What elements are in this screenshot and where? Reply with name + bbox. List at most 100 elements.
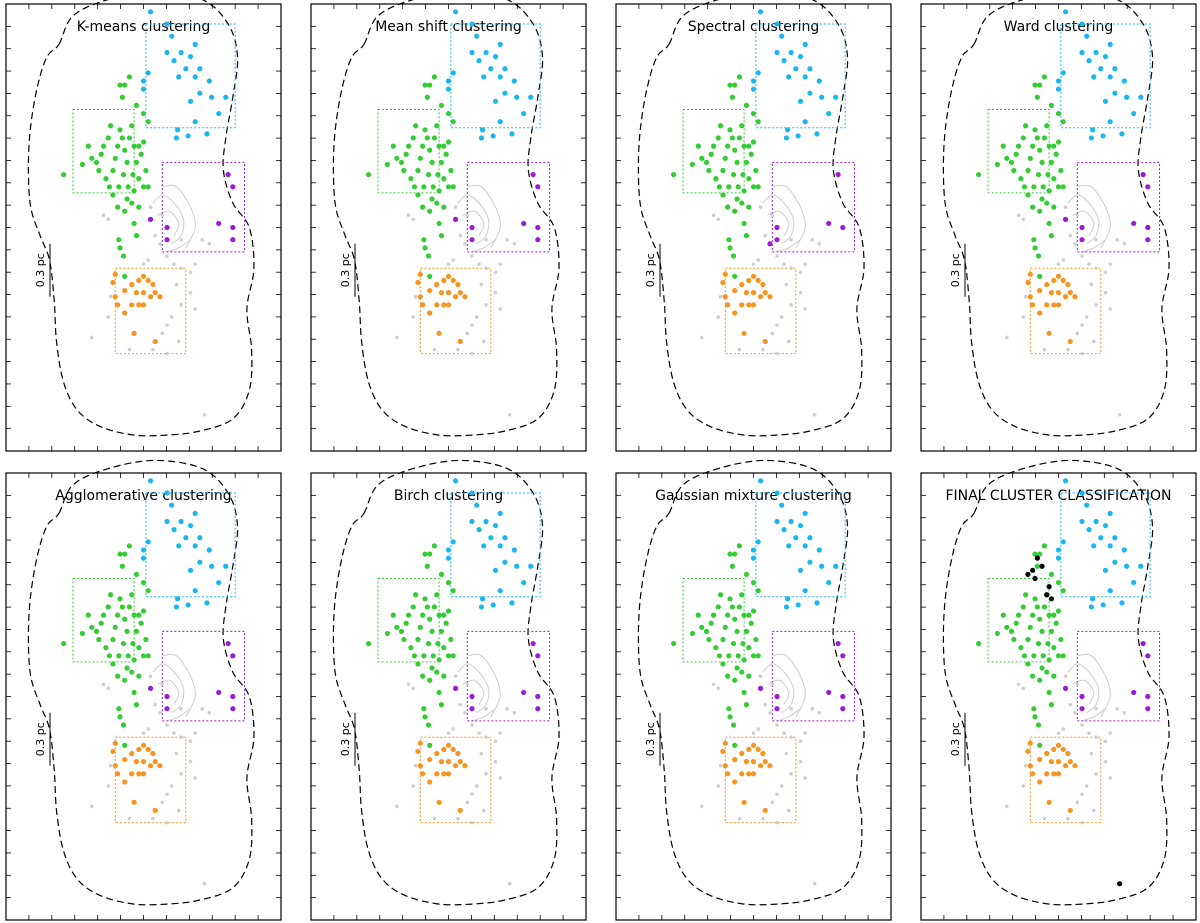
data-point-blue bbox=[176, 74, 182, 80]
data-point-unassigned bbox=[188, 759, 193, 764]
data-point-green bbox=[124, 628, 130, 634]
data-point-blue bbox=[1107, 74, 1113, 80]
scale-bar-label: 0.3 pc bbox=[644, 722, 657, 756]
data-point-unassigned bbox=[768, 710, 772, 715]
data-point-green bbox=[1020, 135, 1026, 141]
data-point-green bbox=[422, 127, 428, 133]
data-point-green bbox=[120, 640, 127, 647]
data-point-unassigned bbox=[153, 702, 158, 707]
data-point-blue bbox=[209, 94, 215, 100]
data-point-black bbox=[1117, 881, 1123, 887]
data-point-green bbox=[1031, 184, 1037, 190]
data-point-green bbox=[1025, 192, 1031, 198]
data-point-green bbox=[427, 616, 433, 622]
data-point-orange bbox=[1051, 277, 1057, 284]
data-point-orange bbox=[115, 302, 121, 308]
data-point-green bbox=[1055, 608, 1062, 614]
data-point-unassigned bbox=[498, 731, 503, 735]
data-point-green bbox=[420, 143, 426, 149]
data-point-green bbox=[1011, 167, 1017, 174]
data-point-green bbox=[424, 135, 430, 141]
data-point-purple bbox=[1145, 237, 1151, 243]
data-point-unassigned bbox=[465, 800, 470, 805]
data-point-blue bbox=[187, 522, 194, 529]
data-point-green bbox=[131, 220, 137, 227]
field-contour bbox=[637, 459, 865, 906]
data-point-unassigned bbox=[477, 731, 481, 735]
data-point-blue bbox=[750, 78, 757, 84]
data-point-orange bbox=[445, 302, 452, 308]
data-point-purple bbox=[1145, 184, 1151, 190]
data-point-green bbox=[1037, 551, 1043, 557]
cluster-box-purple bbox=[1076, 161, 1161, 253]
data-point-blue bbox=[750, 555, 757, 561]
field-contour bbox=[637, 0, 865, 437]
data-point-unassigned bbox=[451, 258, 456, 262]
data-point-unassigned bbox=[158, 710, 162, 715]
data-point-green bbox=[410, 135, 416, 141]
data-point-green bbox=[699, 624, 705, 630]
data-point-unassigned bbox=[151, 816, 155, 821]
data-point-orange bbox=[140, 759, 147, 765]
data-point-green bbox=[122, 147, 128, 153]
data-point-unassigned bbox=[1094, 772, 1098, 776]
data-point-unassigned bbox=[127, 347, 132, 352]
data-point-purple bbox=[774, 237, 780, 243]
data-point-green bbox=[420, 612, 426, 618]
data-point-purple bbox=[1145, 653, 1151, 659]
data-point-green bbox=[117, 551, 123, 557]
data-point-green bbox=[1032, 245, 1038, 251]
data-point-green bbox=[61, 171, 67, 178]
data-point-green bbox=[671, 640, 677, 647]
data-point-blue bbox=[469, 21, 475, 27]
data-point-unassigned bbox=[202, 881, 207, 886]
data-point-green bbox=[129, 123, 135, 129]
data-point-blue bbox=[802, 74, 808, 80]
data-point-orange bbox=[725, 302, 731, 308]
data-point-green bbox=[736, 135, 743, 141]
data-point-blue bbox=[192, 74, 198, 80]
data-point-purple bbox=[535, 706, 541, 712]
data-point-purple bbox=[1079, 224, 1085, 231]
data-point-green bbox=[427, 208, 433, 214]
data-point-green bbox=[716, 653, 723, 659]
data-point-black bbox=[1044, 592, 1050, 598]
data-point-unassigned bbox=[782, 731, 786, 735]
data-point-unassigned bbox=[1122, 710, 1127, 715]
data-point-unassigned bbox=[763, 233, 768, 238]
data-point-green bbox=[112, 155, 118, 161]
chart-panel: Agglomerative clustering 0.3 pc bbox=[5, 459, 282, 921]
panel-title: Mean shift clustering bbox=[375, 19, 522, 35]
data-point-blue bbox=[1107, 543, 1113, 549]
structure-curve bbox=[772, 653, 806, 718]
data-point-green bbox=[736, 74, 743, 80]
data-point-unassigned bbox=[1042, 347, 1047, 352]
data-point-orange bbox=[129, 302, 135, 308]
data-point-purple bbox=[767, 241, 773, 247]
data-point-purple bbox=[225, 171, 231, 178]
data-point-unassigned bbox=[775, 323, 779, 327]
data-point-purple bbox=[216, 689, 222, 696]
data-point-green bbox=[994, 630, 1001, 637]
scale-bar-label: 0.3 pc bbox=[339, 253, 352, 287]
data-point-blue bbox=[1086, 58, 1092, 64]
data-point-blue bbox=[474, 33, 480, 39]
data-point-orange bbox=[450, 277, 456, 284]
data-point-green bbox=[746, 204, 752, 210]
data-point-green bbox=[427, 677, 433, 683]
data-point-green bbox=[1051, 645, 1057, 651]
cluster-box-blue bbox=[755, 492, 846, 598]
data-point-blue bbox=[178, 49, 184, 56]
structure-curve bbox=[152, 194, 185, 245]
data-point-unassigned bbox=[789, 303, 793, 307]
data-point-orange bbox=[1025, 279, 1031, 286]
data-point-unassigned bbox=[770, 682, 775, 687]
data-point-unassigned bbox=[151, 347, 155, 352]
data-point-green bbox=[1013, 151, 1019, 157]
data-point-green bbox=[408, 176, 414, 182]
data-point-unassigned bbox=[1115, 706, 1120, 711]
data-point-green bbox=[122, 273, 128, 279]
data-point-purple bbox=[147, 685, 154, 691]
data-point-green bbox=[435, 171, 441, 178]
data-point-orange bbox=[427, 287, 433, 294]
